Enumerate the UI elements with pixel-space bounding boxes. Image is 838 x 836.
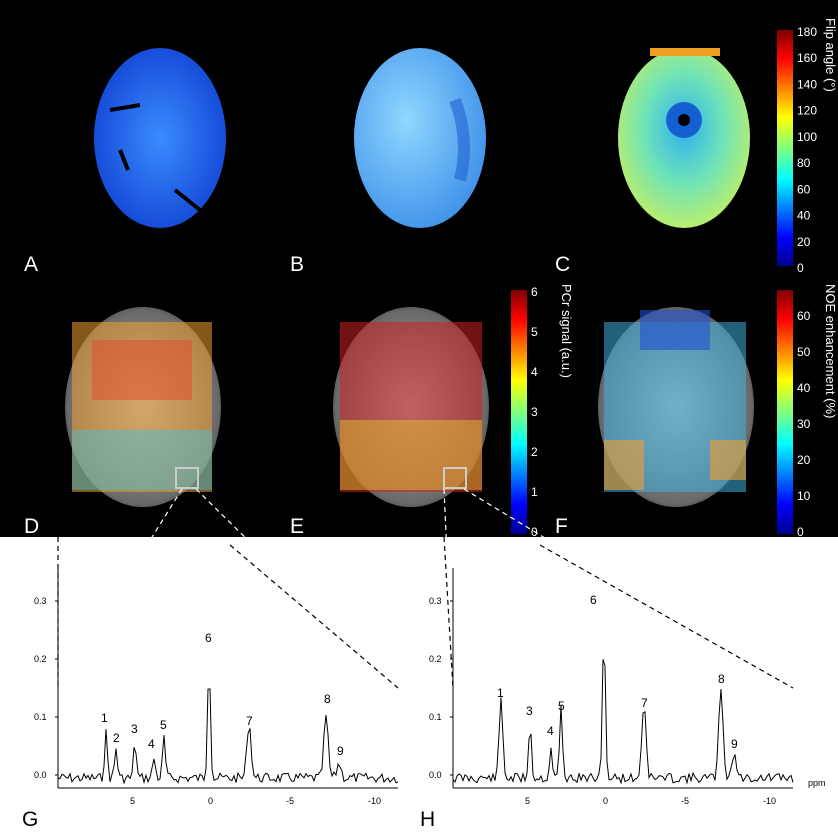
- spectrum-h-xtick: 5: [525, 796, 530, 806]
- spectrum-g-peak-label: 7: [246, 714, 253, 728]
- flip-angle-map-a: [94, 48, 226, 228]
- pcr-colorbar-tick: 2: [531, 445, 538, 459]
- spectrum-h-ytick: 0.2: [429, 654, 442, 664]
- noe-colorbar-tick: 60: [797, 309, 811, 323]
- spectrum-g-peak-label: 2: [113, 731, 120, 745]
- flip-angle-colorbar-tick: 0: [797, 261, 804, 275]
- zoom-line-h-right: [463, 488, 794, 689]
- flip-angle-colorbar-tick: 60: [797, 182, 811, 196]
- noe-overlay-f: [598, 307, 754, 507]
- noe-colorbar-tick: 20: [797, 453, 811, 467]
- panel-label-d: D: [24, 515, 40, 538]
- spectrum-g-peak-label: 8: [324, 692, 331, 706]
- pcr-colorbar-title: PCr signal (a.u.): [559, 284, 574, 378]
- noe-colorbar-tick: 10: [797, 489, 811, 503]
- spectrum-g-ytick: 0.2: [34, 654, 47, 664]
- flip-angle-map-c: [618, 48, 750, 228]
- noe-colorbar-tick: 0: [797, 525, 804, 539]
- noe-colorbar-title: NOE enhancement (%): [823, 284, 838, 418]
- spectrum-g-xtick: 5: [130, 796, 135, 806]
- panel-label-e: E: [290, 515, 305, 538]
- pcr-overlay-d: [65, 307, 221, 507]
- flip-angle-colorbar-tick: 100: [797, 130, 817, 144]
- pcr-colorbar-tick: 4: [531, 365, 538, 379]
- zoom-line-g-left: [57, 488, 183, 689]
- spectrum-h-ytick: 0.1: [429, 712, 442, 722]
- zoom-line-g-right: [195, 488, 399, 689]
- flip-angle-colorbar: [777, 30, 793, 266]
- spectrum-h-peak-label: 6: [590, 593, 597, 607]
- pcr-colorbar-tick: 6: [531, 285, 538, 299]
- ppm-unit: ppm: [808, 778, 826, 788]
- spectrum-g-peak-label: 9: [337, 744, 344, 758]
- spectrum-panel-area: [0, 537, 838, 836]
- spectrum-g-peak-label: 5: [160, 718, 167, 732]
- spectrum-g-xtick: -10: [368, 796, 381, 806]
- flip-angle-colorbar-title: Flip angle (°): [823, 18, 838, 92]
- spectrum-h-xtick: 0: [603, 796, 608, 806]
- spectrum-g-peak-label: 1: [101, 711, 108, 725]
- flip-angle-colorbar-tick: 120: [797, 104, 817, 118]
- panel-label-b: B: [290, 253, 305, 276]
- spectrum-g-ytick: 0.3: [34, 596, 47, 606]
- panel-label-h: H: [420, 808, 436, 831]
- pcr-overlay-e: [333, 307, 489, 507]
- spectrum-h-xtick: -10: [763, 796, 776, 806]
- pcr-colorbar-tick: 3: [531, 405, 538, 419]
- spectrum-g-peak-label: 3: [131, 722, 138, 736]
- spectrum-h-peak-label: 8: [718, 672, 725, 686]
- flip-angle-colorbar-tick: 40: [797, 209, 811, 223]
- pcr-colorbar: [511, 290, 527, 534]
- noe-colorbar-tick: 40: [797, 381, 811, 395]
- pcr-colorbar-tick: 5: [531, 325, 538, 339]
- flip-angle-colorbar-tick: 180: [797, 25, 817, 39]
- panel-label-c: C: [555, 253, 571, 276]
- spectrum-g-peak-label: 4: [148, 737, 155, 751]
- spectrum-g-ytick: 0.1: [34, 712, 47, 722]
- flip-angle-map-b: [354, 48, 486, 228]
- flip-angle-colorbar-tick: 140: [797, 77, 817, 91]
- spectrum-h-ytick: 0.3: [429, 596, 442, 606]
- panel-label-g: G: [22, 808, 39, 831]
- pcr-colorbar-tick: 1: [531, 485, 538, 499]
- spectrum-g-xtick: 0: [208, 796, 213, 806]
- panel-label-f: F: [555, 515, 568, 538]
- spectrum-h-peak-label: 4: [547, 724, 554, 738]
- spectrum-h-peak-label: 1: [497, 686, 504, 700]
- panel-label-a: A: [24, 253, 39, 276]
- noe-colorbar-tick: 50: [797, 345, 811, 359]
- flip-angle-colorbar-tick: 20: [797, 235, 811, 249]
- spectrum-h-peak-label: 9: [731, 737, 738, 751]
- flip-angle-colorbar-tick: 80: [797, 156, 811, 170]
- spectrum-g-xtick: -5: [286, 796, 294, 806]
- flip-angle-colorbar-tick: 160: [797, 51, 817, 65]
- spectrum-g-ytick: 0.0: [34, 770, 47, 780]
- spectrum-h-xtick: -5: [681, 796, 689, 806]
- spectrum-h-peak-label: 5: [558, 699, 565, 713]
- noe-colorbar: [777, 290, 793, 534]
- spectrum-g-peak-label: 6: [205, 631, 212, 645]
- spectrum-h-peak-label: 7: [641, 696, 648, 710]
- spectrum-h-peak-label: 3: [526, 704, 533, 718]
- noe-colorbar-tick: 30: [797, 417, 811, 431]
- spectrum-h-ytick: 0.0: [429, 770, 442, 780]
